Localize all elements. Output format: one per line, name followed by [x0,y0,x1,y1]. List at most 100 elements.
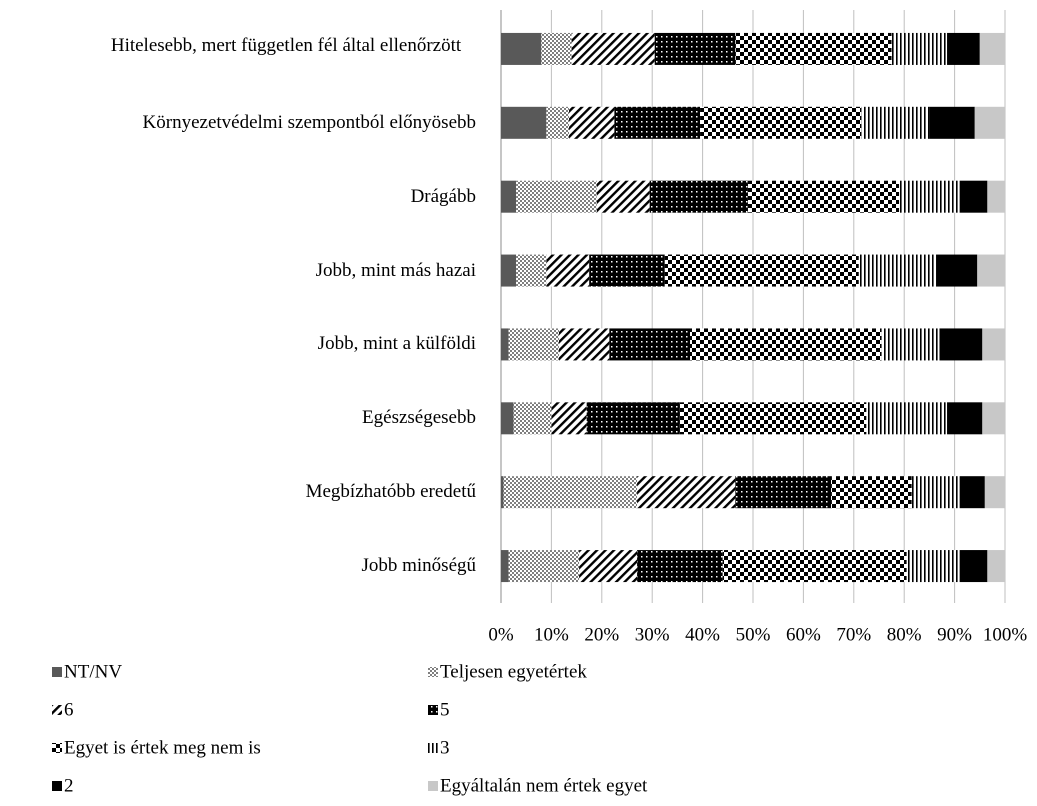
bar-segment [906,550,960,583]
bar-segment [546,106,570,139]
bar-segment [637,476,736,509]
bar-segment [959,180,988,213]
bar-segment [929,106,975,139]
legend-label: NT/NV [64,661,122,682]
legend-label: 3 [440,737,450,758]
legend-label: 2 [64,775,74,796]
bar-segment [947,402,983,435]
bar-segment [987,180,1005,213]
bar-segment [571,32,655,65]
bar-segment [501,180,517,213]
x-tick-label: 70% [836,624,871,645]
bar-segment [501,106,547,139]
legend-label: 5 [440,699,450,720]
bar-segment [546,254,590,287]
category-label: Jobb, mint a külföldi [317,333,476,355]
bar-segment [891,32,948,65]
legend-swatch [428,743,438,753]
x-tick-label: 40% [685,624,720,645]
x-tick-label: 30% [635,624,670,645]
bar-segment [664,254,859,287]
category-label: Hitelesebb, mert független fél által ell… [110,34,462,56]
bar-segment [977,254,1005,287]
bar-segment [501,254,517,287]
x-tick-label: 50% [736,624,771,645]
legend-swatch [52,743,62,753]
bar-segment [984,476,1005,509]
bar-segment [679,402,867,435]
bar-segment [513,402,552,435]
x-tick-label: 80% [887,624,922,645]
bar-segment [735,476,832,509]
x-tick-label: 60% [786,624,821,645]
bar-segment [558,328,610,361]
x-tick-label: 100% [983,624,1028,645]
bar-segment [735,32,892,65]
bar-segment [979,32,1005,65]
legend-label: 6 [64,699,74,720]
bar-segment [959,476,985,509]
bar-segment [637,550,723,583]
category-label: Megbízhatóbb eredetű [305,481,476,503]
category-label: Környezetvédelmi szempontból előnyösebb [142,111,476,133]
bar-segment [690,328,882,361]
bar-segment [541,32,572,65]
bar-segment [700,106,862,139]
bar-segment [974,106,1005,139]
legend-label: Teljesen egyetértek [440,661,587,682]
legend-label: Egyáltalán nem értek egyet [440,775,648,796]
bar-segment [947,32,980,65]
bar-segment [551,402,587,435]
bar-segment [508,328,559,361]
legend-swatch [52,705,62,715]
bar-segment [501,328,509,361]
bar-segment [858,254,937,287]
x-tick-label: 10% [534,624,569,645]
bar-segment [508,550,580,583]
bar-segment [586,402,680,435]
bar-segment [614,106,701,139]
category-label: Jobb, mint más hazai [315,259,476,281]
bar-segment [982,328,1005,361]
legend-label: Egyet is értek meg nem is [64,737,261,758]
bar-segment [649,180,748,213]
category-label: Jobb minőségű [361,555,476,577]
legend-swatch [428,667,438,677]
bar-segment [911,476,960,509]
bar-segment [899,180,960,213]
bar-segment [881,328,940,361]
x-tick-label: 20% [584,624,619,645]
bar-segment [501,550,509,583]
bar-segment [503,476,638,509]
bar-segment [747,180,900,213]
bar-segment [654,32,736,65]
bar-segment [939,328,983,361]
x-tick-label: 90% [937,624,972,645]
bar-segment [501,32,542,65]
bar-segment [596,180,650,213]
bar-segment [866,402,948,435]
x-tick-label: 0% [488,624,514,645]
bar-segment [501,476,504,509]
bar-segment [831,476,912,509]
bar-segment [959,550,988,583]
bar-segment [516,254,547,287]
bar-segment [589,254,665,287]
bar-segment [569,106,615,139]
bar-segment [579,550,638,583]
bar-segment [936,254,978,287]
category-label: Egészségesebb [362,407,476,429]
bar-segment [861,106,930,139]
legend-swatch [428,705,438,715]
legend-swatch [428,781,438,791]
bar-segment [501,402,514,435]
bar-segment [987,550,1005,583]
legend-swatch [52,667,62,677]
bar-segment [722,550,907,583]
bar-segment [516,180,597,213]
legend-swatch [52,781,62,791]
category-label: Drágább [410,185,476,207]
bar-segment [609,328,690,361]
